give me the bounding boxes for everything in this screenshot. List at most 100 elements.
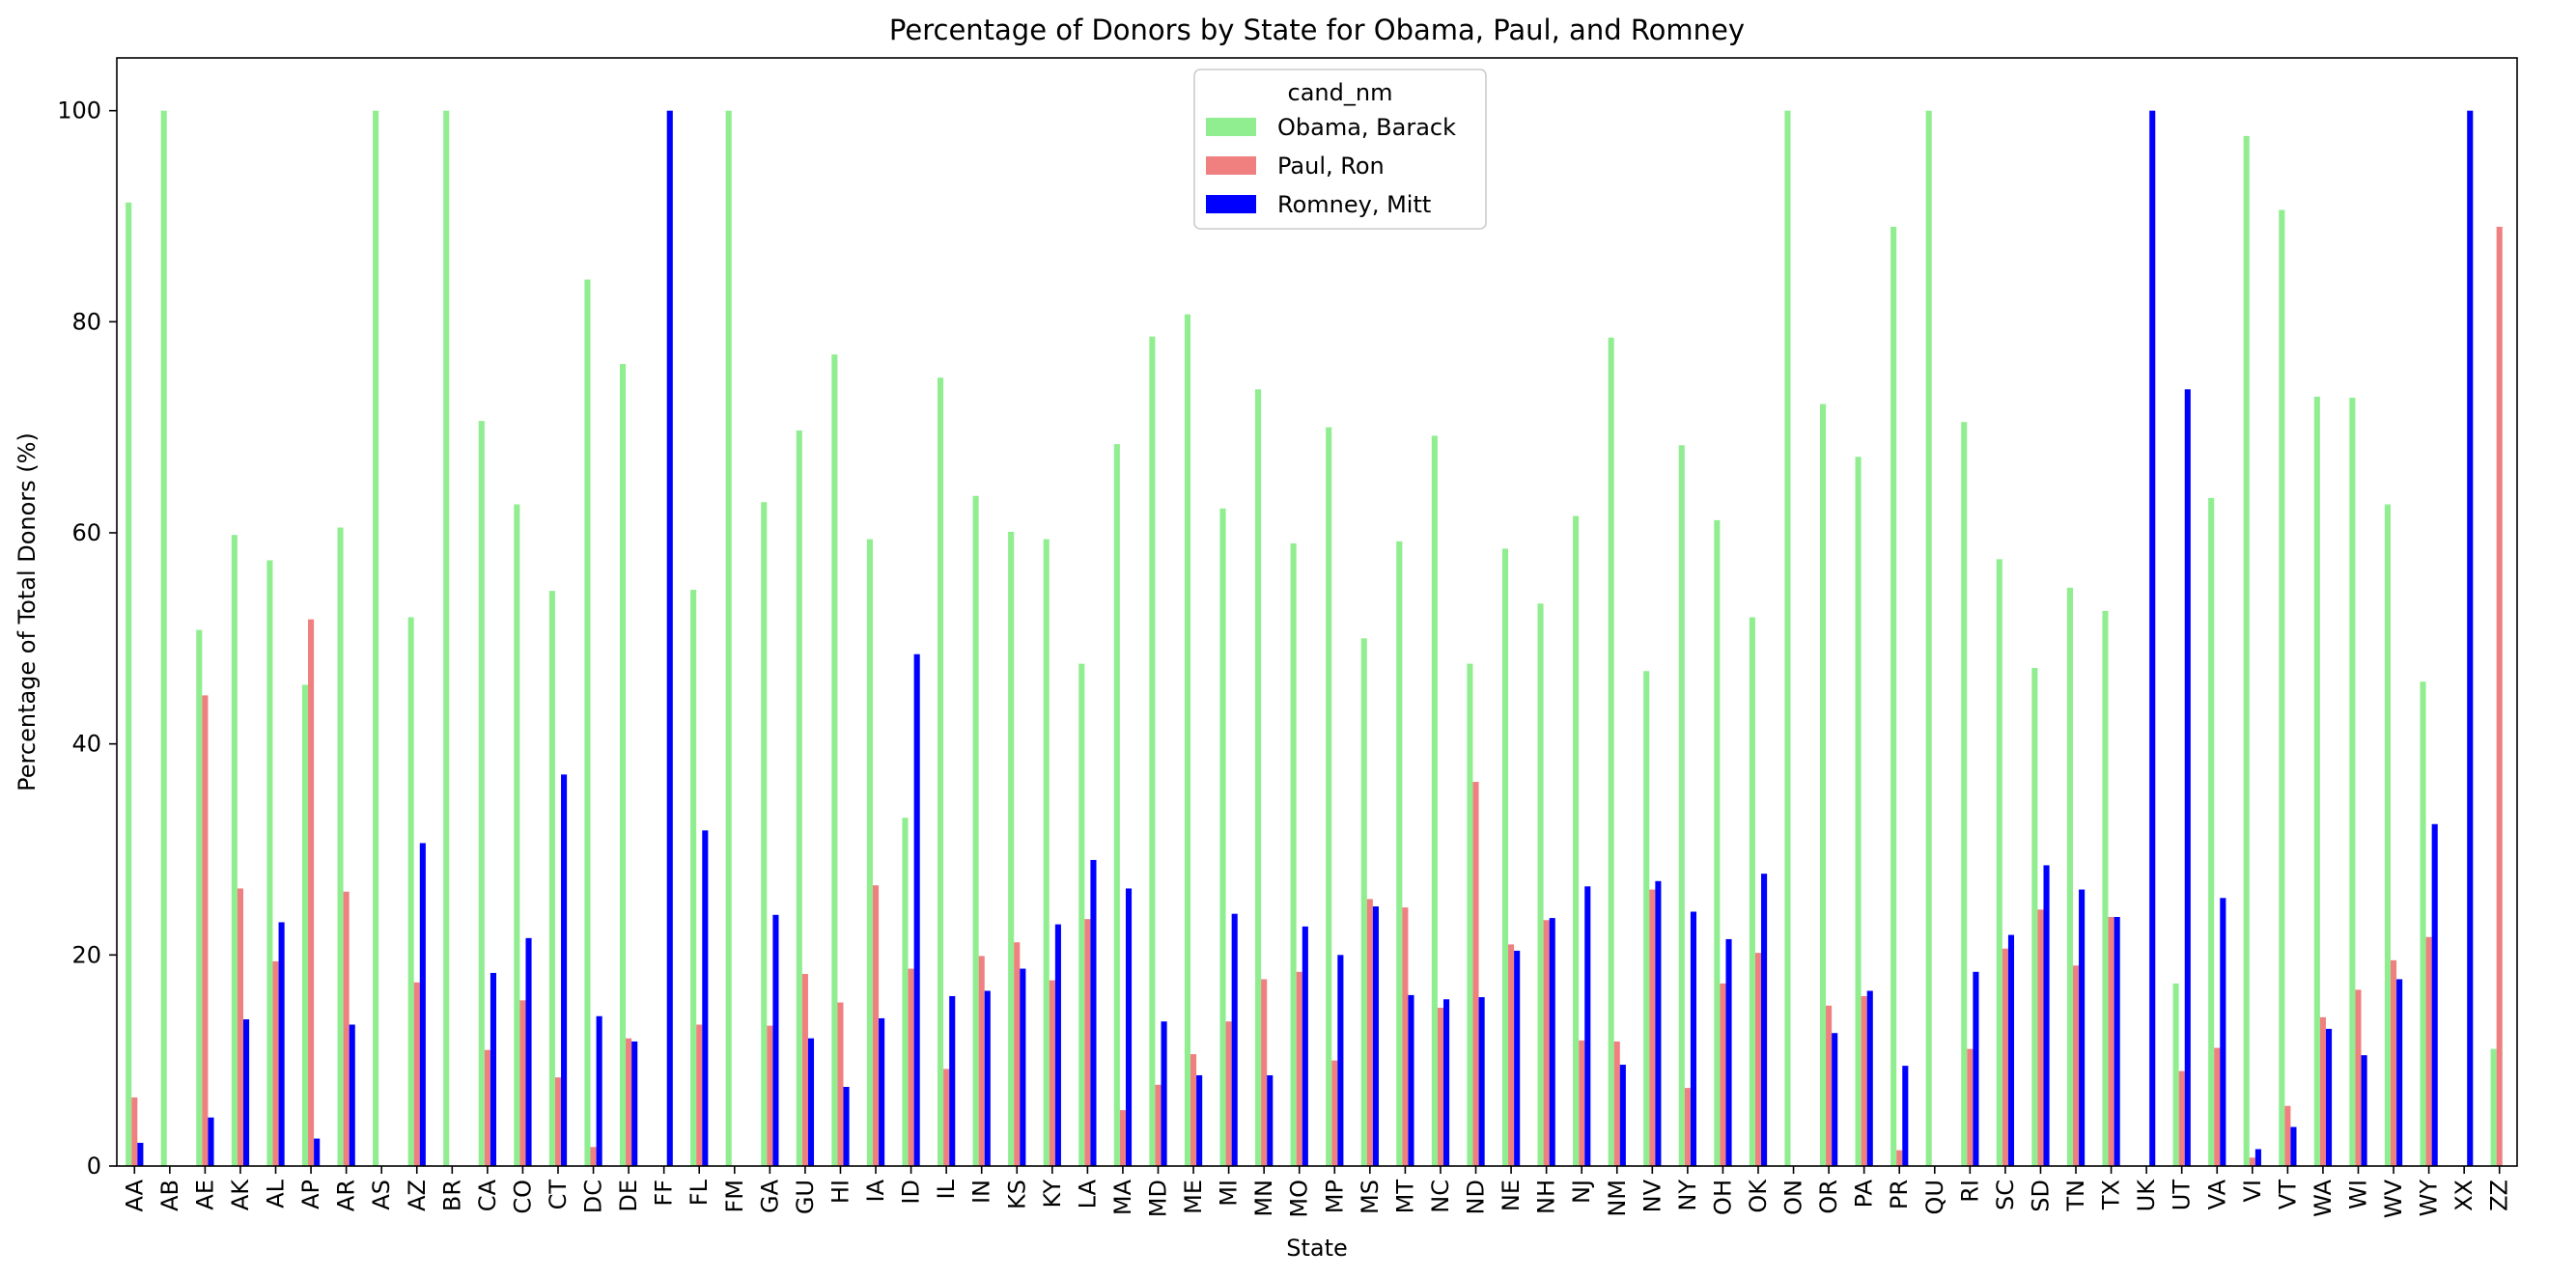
bar-paul-fl — [696, 1024, 703, 1166]
bar-obama-nj — [1573, 515, 1580, 1166]
bar-paul-mo — [1296, 971, 1302, 1166]
bar-romney-ms — [1372, 906, 1379, 1166]
bar-paul-ny — [1684, 1088, 1691, 1166]
bar-obama-ri — [1961, 422, 1968, 1166]
legend-label-obama: Obama, Barack — [1277, 114, 1456, 141]
y-axis: 0 20 40 60 80 100 — [57, 97, 117, 1180]
bar-obama-va — [2208, 497, 2215, 1166]
bar-romney-wy — [2431, 823, 2438, 1166]
bar-paul-mn — [1261, 979, 1268, 1166]
bar-obama-nm — [1608, 337, 1614, 1166]
bar-paul-wv — [2390, 959, 2397, 1166]
bar-paul-nc — [1437, 1008, 1444, 1166]
bar-romney-ky — [1054, 924, 1061, 1166]
bar-paul-dc — [590, 1147, 597, 1166]
bar-paul-va — [2214, 1047, 2221, 1166]
bar-obama-wv — [2384, 504, 2391, 1166]
bar-obama-mp — [1326, 427, 1332, 1167]
bar-romney-ae — [208, 1117, 214, 1166]
bar-romney-ca — [490, 972, 497, 1166]
bar-romney-sd — [2043, 865, 2050, 1166]
bar-romney-vt — [2290, 1126, 2297, 1166]
bar-obama-wa — [2313, 396, 2320, 1167]
legend-swatch-romney — [1206, 195, 1256, 213]
x-tick-label: NV — [1638, 1179, 1666, 1212]
bar-paul-vi — [2249, 1157, 2255, 1166]
bar-paul-hi — [837, 1002, 844, 1166]
bar-romney-la — [1090, 859, 1097, 1166]
bar-romney-ut — [2184, 389, 2191, 1167]
bar-romney-ri — [1973, 971, 1979, 1166]
bar-romney-ga — [772, 914, 779, 1166]
bar-romney-id — [913, 653, 920, 1166]
bar-obama-sd — [2031, 667, 2038, 1166]
bar-paul-zz — [2496, 226, 2503, 1166]
bar-romney-ma — [1125, 888, 1133, 1166]
x-tick-label: VI — [2239, 1180, 2266, 1203]
bar-obama-nv — [1643, 671, 1650, 1166]
x-tick-label: IN — [968, 1180, 995, 1204]
bar-obama-tx — [2102, 610, 2109, 1166]
x-tick-label: NM — [1604, 1180, 1631, 1217]
bar-paul-in — [978, 956, 985, 1166]
x-tick-label: XX — [2450, 1180, 2478, 1211]
bar-romney-nm — [1619, 1065, 1626, 1166]
bar-romney-co — [525, 937, 532, 1166]
bar-romney-al — [278, 922, 285, 1166]
x-tick-label: AR — [333, 1180, 360, 1211]
x-tick-label: NC — [1427, 1180, 1454, 1213]
bar-obama-mi — [1219, 508, 1226, 1166]
x-axis: AA AB AE AK AL AP AR AS AZ BR CA CO CT DC DE FF FL FM GA GU… — [121, 1166, 2513, 1218]
bar-obama-il — [937, 377, 944, 1166]
bar-obama-ne — [1501, 548, 1509, 1166]
bar-romney-nh — [1549, 918, 1555, 1166]
bar-romney-vi — [2254, 1149, 2261, 1166]
bar-obama-gu — [796, 430, 802, 1166]
bar-paul-az — [413, 982, 420, 1166]
chart-title: Percentage of Donors by State for Obama,… — [889, 14, 1745, 46]
bar-paul-ne — [1508, 944, 1515, 1166]
x-tick-label: KS — [1003, 1180, 1030, 1209]
bar-paul-ok — [1754, 953, 1762, 1166]
bar-romney-me — [1196, 1074, 1203, 1166]
x-tick-label: WY — [2416, 1180, 2443, 1217]
bar-obama-ap — [301, 684, 309, 1166]
bar-paul-ia — [872, 885, 880, 1166]
bar-paul-mt — [1402, 907, 1409, 1166]
bar-obama-aa — [126, 202, 132, 1166]
x-tick-label: NH — [1533, 1180, 1560, 1214]
bar-obama-ct — [548, 591, 555, 1166]
bar-romney-mn — [1267, 1074, 1274, 1166]
bar-obama-br — [443, 110, 450, 1167]
x-tick-label: AB — [156, 1180, 183, 1211]
x-tick-label: MO — [1286, 1180, 1313, 1218]
x-tick-label: DE — [615, 1180, 642, 1212]
bar-obama-zz — [2490, 1048, 2497, 1166]
x-tick-label: TN — [2062, 1180, 2089, 1212]
bar-romney-ap — [314, 1138, 321, 1166]
x-tick-label: GA — [756, 1179, 783, 1213]
bar-romney-nc — [1443, 999, 1450, 1166]
bar-obama-ms — [1360, 638, 1367, 1166]
x-tick-label: FM — [721, 1180, 748, 1213]
bar-romney-xx — [2467, 110, 2474, 1167]
bar-romney-ny — [1690, 911, 1697, 1166]
x-axis-label: State — [1286, 1235, 1348, 1262]
bar-paul-gu — [801, 974, 808, 1166]
bar-romney-az — [419, 843, 426, 1166]
x-tick-label: ND — [1463, 1180, 1490, 1214]
bar-paul-pa — [1861, 995, 1867, 1166]
x-tick-label: ME — [1180, 1180, 1207, 1214]
x-tick-label: IA — [862, 1179, 889, 1202]
bar-obama-fl — [690, 590, 697, 1166]
bar-obama-pr — [1890, 226, 1897, 1166]
y-tick-label: 40 — [71, 731, 101, 758]
bar-obama-al — [266, 560, 273, 1166]
bar-romney-hi — [843, 1087, 850, 1166]
legend-swatch-paul — [1206, 156, 1256, 175]
bar-obama-nd — [1467, 663, 1473, 1166]
bar-obama-ky — [1043, 539, 1050, 1166]
x-tick-label: AP — [297, 1180, 324, 1209]
bar-romney-uk — [2149, 110, 2156, 1167]
